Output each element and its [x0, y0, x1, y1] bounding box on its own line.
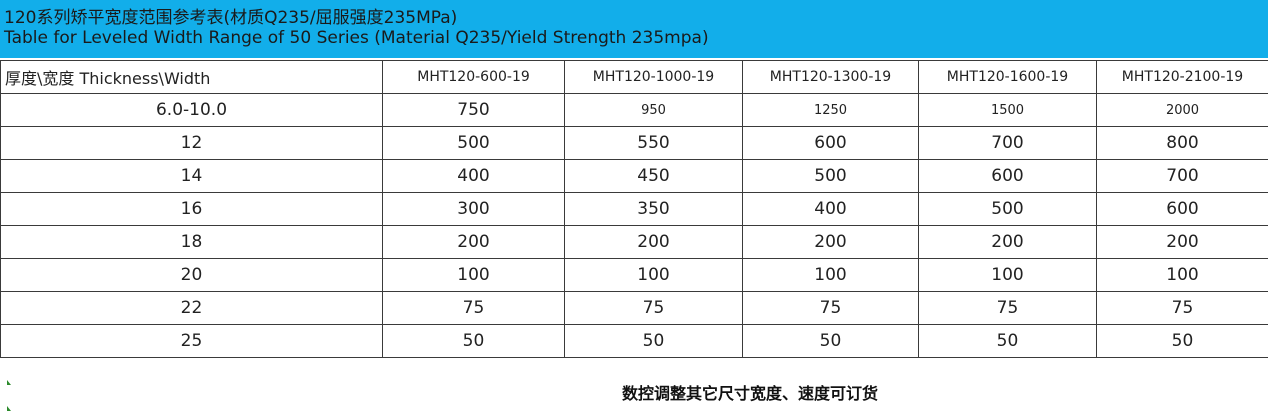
- width-cell: 400: [382, 159, 565, 193]
- width-cell: 200: [742, 225, 919, 259]
- model-header: MHT120-600-19: [382, 60, 565, 94]
- width-cell: 550: [564, 126, 743, 160]
- width-cell: 950: [564, 93, 743, 127]
- width-cell: 50: [382, 324, 565, 358]
- title-cn: 120系列矫平宽度范围参考表(材质Q235/屈服强度235MPa): [4, 8, 458, 28]
- width-cell: 75: [742, 291, 919, 325]
- width-cell: 500: [382, 126, 565, 160]
- width-cell: 100: [564, 258, 743, 292]
- width-cell: 50: [1096, 324, 1268, 358]
- thickness-cell: 25: [0, 324, 383, 358]
- table-row: 22 75 75 75 75 75: [0, 291, 1268, 325]
- width-cell: 200: [918, 225, 1097, 259]
- width-cell: 750: [382, 93, 565, 127]
- cell-corner-marker-icon: [7, 380, 11, 385]
- width-cell: 200: [1096, 225, 1268, 259]
- table-row: 25 50 50 50 50 50: [0, 324, 1268, 358]
- thickness-cell: 22: [0, 291, 383, 325]
- table-row: 6.0-10.0 750 950 1250 1500 2000: [0, 93, 1268, 127]
- width-cell: 350: [564, 192, 743, 226]
- width-cell: 100: [918, 258, 1097, 292]
- width-cell: 75: [1096, 291, 1268, 325]
- thickness-cell: 20: [0, 258, 383, 292]
- table-row: 12 500 550 600 700 800: [0, 126, 1268, 160]
- model-header: MHT120-2100-19: [1096, 60, 1268, 94]
- width-cell: 600: [1096, 192, 1268, 226]
- table-row: 16 300 350 400 500 600: [0, 192, 1268, 226]
- width-cell: 600: [918, 159, 1097, 193]
- thickness-cell: 14: [0, 159, 383, 193]
- width-cell: 100: [742, 258, 919, 292]
- width-cell: 400: [742, 192, 919, 226]
- width-cell: 50: [918, 324, 1097, 358]
- width-cell: 500: [918, 192, 1097, 226]
- width-cell: 200: [382, 225, 565, 259]
- width-cell: 700: [918, 126, 1097, 160]
- width-cell: 75: [382, 291, 565, 325]
- title-band: 120系列矫平宽度范围参考表(材质Q235/屈服强度235MPa) Table …: [0, 0, 1268, 58]
- width-cell: 50: [742, 324, 919, 358]
- thickness-cell: 12: [0, 126, 383, 160]
- width-cell: 800: [1096, 126, 1268, 160]
- width-cell: 600: [742, 126, 919, 160]
- width-cell: 1500: [918, 93, 1097, 127]
- width-cell: 100: [1096, 258, 1268, 292]
- width-cell: 500: [742, 159, 919, 193]
- table-header-row: 厚度\宽度 Thickness\Width MHT120-600-19 MHT1…: [0, 60, 1268, 94]
- width-cell: 100: [382, 258, 565, 292]
- thickness-cell: 6.0-10.0: [0, 93, 383, 127]
- width-range-table: 厚度\宽度 Thickness\Width MHT120-600-19 MHT1…: [0, 60, 1268, 358]
- width-cell: 1250: [742, 93, 919, 127]
- thickness-width-header: 厚度\宽度 Thickness\Width: [0, 60, 383, 94]
- model-header: MHT120-1600-19: [918, 60, 1097, 94]
- width-cell: 50: [564, 324, 743, 358]
- width-cell: 2000: [1096, 93, 1268, 127]
- title-en: Table for Leveled Width Range of 50 Seri…: [4, 28, 709, 48]
- model-header: MHT120-1300-19: [742, 60, 919, 94]
- model-header: MHT120-1000-19: [564, 60, 743, 94]
- width-cell: 75: [564, 291, 743, 325]
- width-cell: 200: [564, 225, 743, 259]
- custom-order-note-cn: 数控调整其它尺寸宽度、速度可订货: [621, 384, 878, 403]
- thickness-cell: 18: [0, 225, 383, 259]
- table-row: 14 400 450 500 600 700: [0, 159, 1268, 193]
- cell-corner-marker-icon: [7, 406, 11, 411]
- width-cell: 700: [1096, 159, 1268, 193]
- width-cell: 75: [918, 291, 1097, 325]
- width-cell: 300: [382, 192, 565, 226]
- table-row: 18 200 200 200 200 200: [0, 225, 1268, 259]
- table-row: 20 100 100 100 100 100: [0, 258, 1268, 292]
- thickness-cell: 16: [0, 192, 383, 226]
- width-cell: 450: [564, 159, 743, 193]
